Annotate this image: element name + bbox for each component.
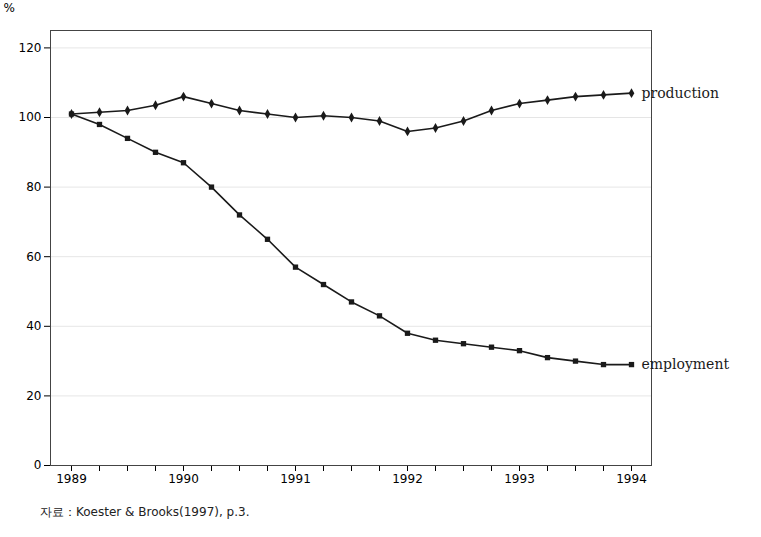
svg-text:%: % [4, 1, 15, 15]
svg-text:0: 0 [34, 458, 42, 472]
svg-text:120: 120 [19, 41, 42, 55]
svg-text:1992: 1992 [392, 472, 423, 486]
svg-text:1994: 1994 [616, 472, 647, 486]
svg-text:20: 20 [26, 389, 41, 403]
svg-text:80: 80 [26, 180, 41, 194]
svg-text:100: 100 [19, 110, 42, 124]
svg-text:1990: 1990 [168, 472, 199, 486]
svg-text:1989: 1989 [56, 472, 87, 486]
svg-text:production: production [642, 85, 719, 101]
svg-text:60: 60 [26, 250, 41, 264]
svg-text:40: 40 [26, 319, 41, 333]
html-text:자료：Koester & Brooks(1997), p.3: 자료：Koester & Brooks(1997), p.3. [40, 505, 250, 519]
svg-text:1993: 1993 [504, 472, 535, 486]
svg-text:1991: 1991 [280, 472, 311, 486]
svg-text:employment: employment [642, 356, 730, 372]
